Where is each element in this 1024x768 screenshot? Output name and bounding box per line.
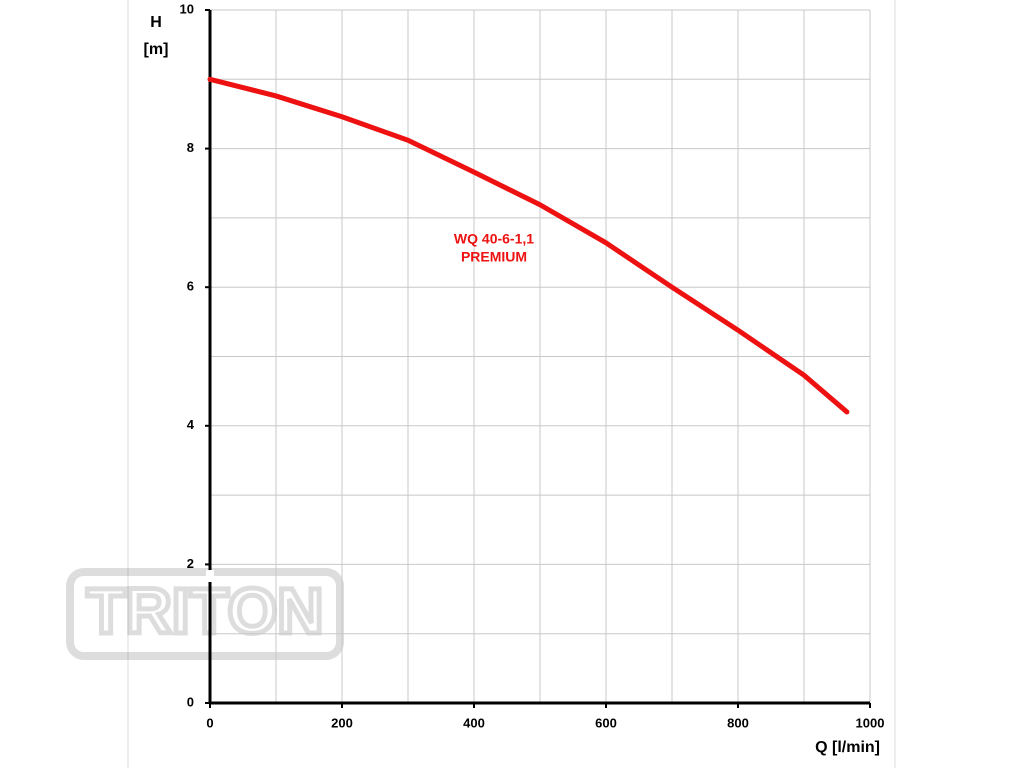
- axis-break: [206, 570, 214, 582]
- y-axis-label: H: [150, 14, 162, 31]
- watermark: TRITON: [86, 575, 323, 647]
- x-tick-label: 400: [463, 715, 485, 730]
- y-tick-label: 2: [187, 556, 194, 571]
- watermark-group: TRITON: [66, 568, 344, 660]
- y-tick-label: 8: [187, 140, 194, 155]
- x-tick-label: 0: [206, 715, 213, 730]
- curve: [207, 76, 850, 415]
- x-axis-label: Q [l/min]: [815, 739, 880, 756]
- x-tick-label: 1000: [856, 715, 885, 730]
- y-axis-label: [m]: [144, 41, 169, 58]
- y-tick-label: 10: [180, 1, 194, 16]
- x-tick-label: 800: [727, 715, 749, 730]
- y-tick-label: 0: [187, 694, 194, 709]
- watermark-box: [66, 568, 344, 660]
- x-tick-label: 200: [331, 715, 353, 730]
- annotation: PREMIUM: [461, 249, 527, 265]
- x-tick-label: 600: [595, 715, 617, 730]
- frame: [127, 0, 896, 768]
- y-tick-label: 6: [187, 279, 194, 294]
- y-tick-label: 4: [187, 417, 195, 432]
- annotation: WQ 40-6-1,1: [454, 231, 534, 247]
